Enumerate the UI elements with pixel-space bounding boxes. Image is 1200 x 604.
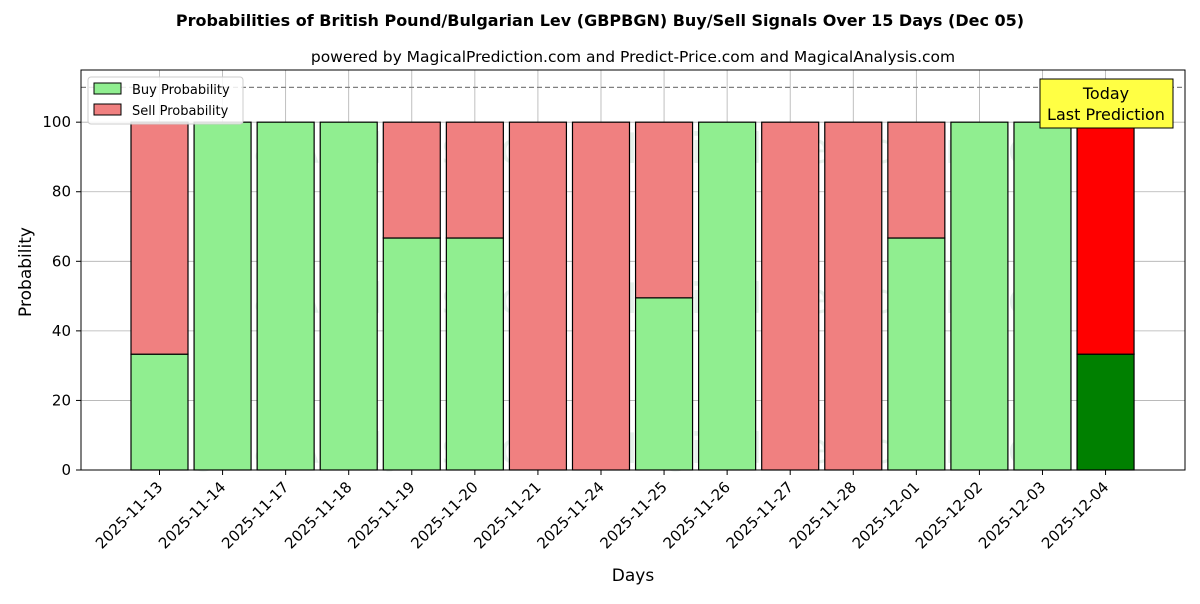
buy-bar	[319, 121, 378, 471]
x-tick-label: 2025-12-01	[849, 478, 923, 552]
x-tick-label: 2025-11-14	[155, 478, 229, 552]
chart-title: Probabilities of British Pound/Bulgarian…	[176, 11, 1024, 30]
legend: Buy Probability Sell Probability	[87, 76, 244, 125]
sell-bar	[887, 121, 946, 239]
plot-frame	[80, 69, 1186, 471]
buy-bar	[698, 121, 757, 471]
x-tick-label: 2025-11-27	[723, 478, 797, 552]
legend-box	[87, 76, 244, 125]
bars	[81, 86, 1185, 471]
buy-bar	[1076, 353, 1135, 471]
x-tick-label: 2025-12-02	[912, 478, 986, 552]
buy-bar	[445, 237, 504, 471]
annotation-line-2: Last Prediction	[1047, 105, 1165, 124]
x-tick-label: 2025-11-13	[92, 478, 166, 552]
y-tick-label: 40	[52, 322, 71, 340]
y-tick-label: 0	[61, 461, 71, 479]
x-tick-label: 2025-11-28	[786, 478, 860, 552]
y-tick-label: 100	[42, 113, 71, 131]
sell-bar	[130, 121, 189, 355]
buy-bar	[256, 121, 315, 471]
x-tick-label: 2025-11-21	[470, 478, 544, 552]
x-tick-label: 2025-11-19	[344, 478, 418, 552]
x-tick-label: 2025-11-25	[597, 478, 671, 552]
sell-bar	[634, 121, 694, 299]
annotation-line-1: Today	[1082, 84, 1129, 103]
y-tick-label: 80	[52, 183, 71, 201]
x-tick-label: 2025-12-04	[1038, 478, 1112, 552]
sell-bar	[382, 121, 441, 239]
sell-bar	[445, 121, 504, 239]
legend-sell-label: Sell Probability	[132, 104, 229, 119]
y-tick-label: 20	[52, 391, 71, 409]
x-tick-label: 2025-11-18	[281, 478, 355, 552]
y-axis-label: Probability	[16, 227, 36, 317]
today-annotation: Today Last Prediction	[1039, 78, 1174, 129]
x-tick-label: 2025-11-17	[218, 478, 292, 552]
buy-bar	[193, 121, 252, 471]
plot-border	[80, 69, 1186, 471]
sell-bar	[1076, 121, 1135, 355]
buy-bar	[634, 297, 694, 471]
x-tick-label: 2025-11-20	[407, 478, 481, 552]
sell-bar	[571, 121, 631, 471]
chart-subtitle: powered by MagicalPrediction.com and Pre…	[311, 48, 955, 66]
legend-sell-swatch	[93, 103, 122, 116]
annotation-box	[1039, 78, 1174, 129]
x-tick-label: 2025-11-26	[660, 478, 734, 552]
x-tick-label: 2025-11-24	[533, 478, 607, 552]
sell-bar	[761, 121, 820, 471]
buy-bar	[382, 237, 441, 471]
x-tick-label: 2025-12-03	[975, 478, 1049, 552]
y-tick-label: 60	[52, 252, 71, 270]
buy-bar	[887, 237, 946, 471]
buy-bar	[950, 121, 1009, 471]
sell-bar	[824, 121, 883, 471]
x-axis-label: Days	[612, 566, 655, 586]
legend-buy-label: Buy Probability	[132, 83, 230, 98]
buy-bar	[130, 353, 189, 471]
buy-bar	[1013, 121, 1072, 471]
sell-bar	[508, 121, 568, 471]
legend-buy-swatch	[93, 82, 122, 95]
